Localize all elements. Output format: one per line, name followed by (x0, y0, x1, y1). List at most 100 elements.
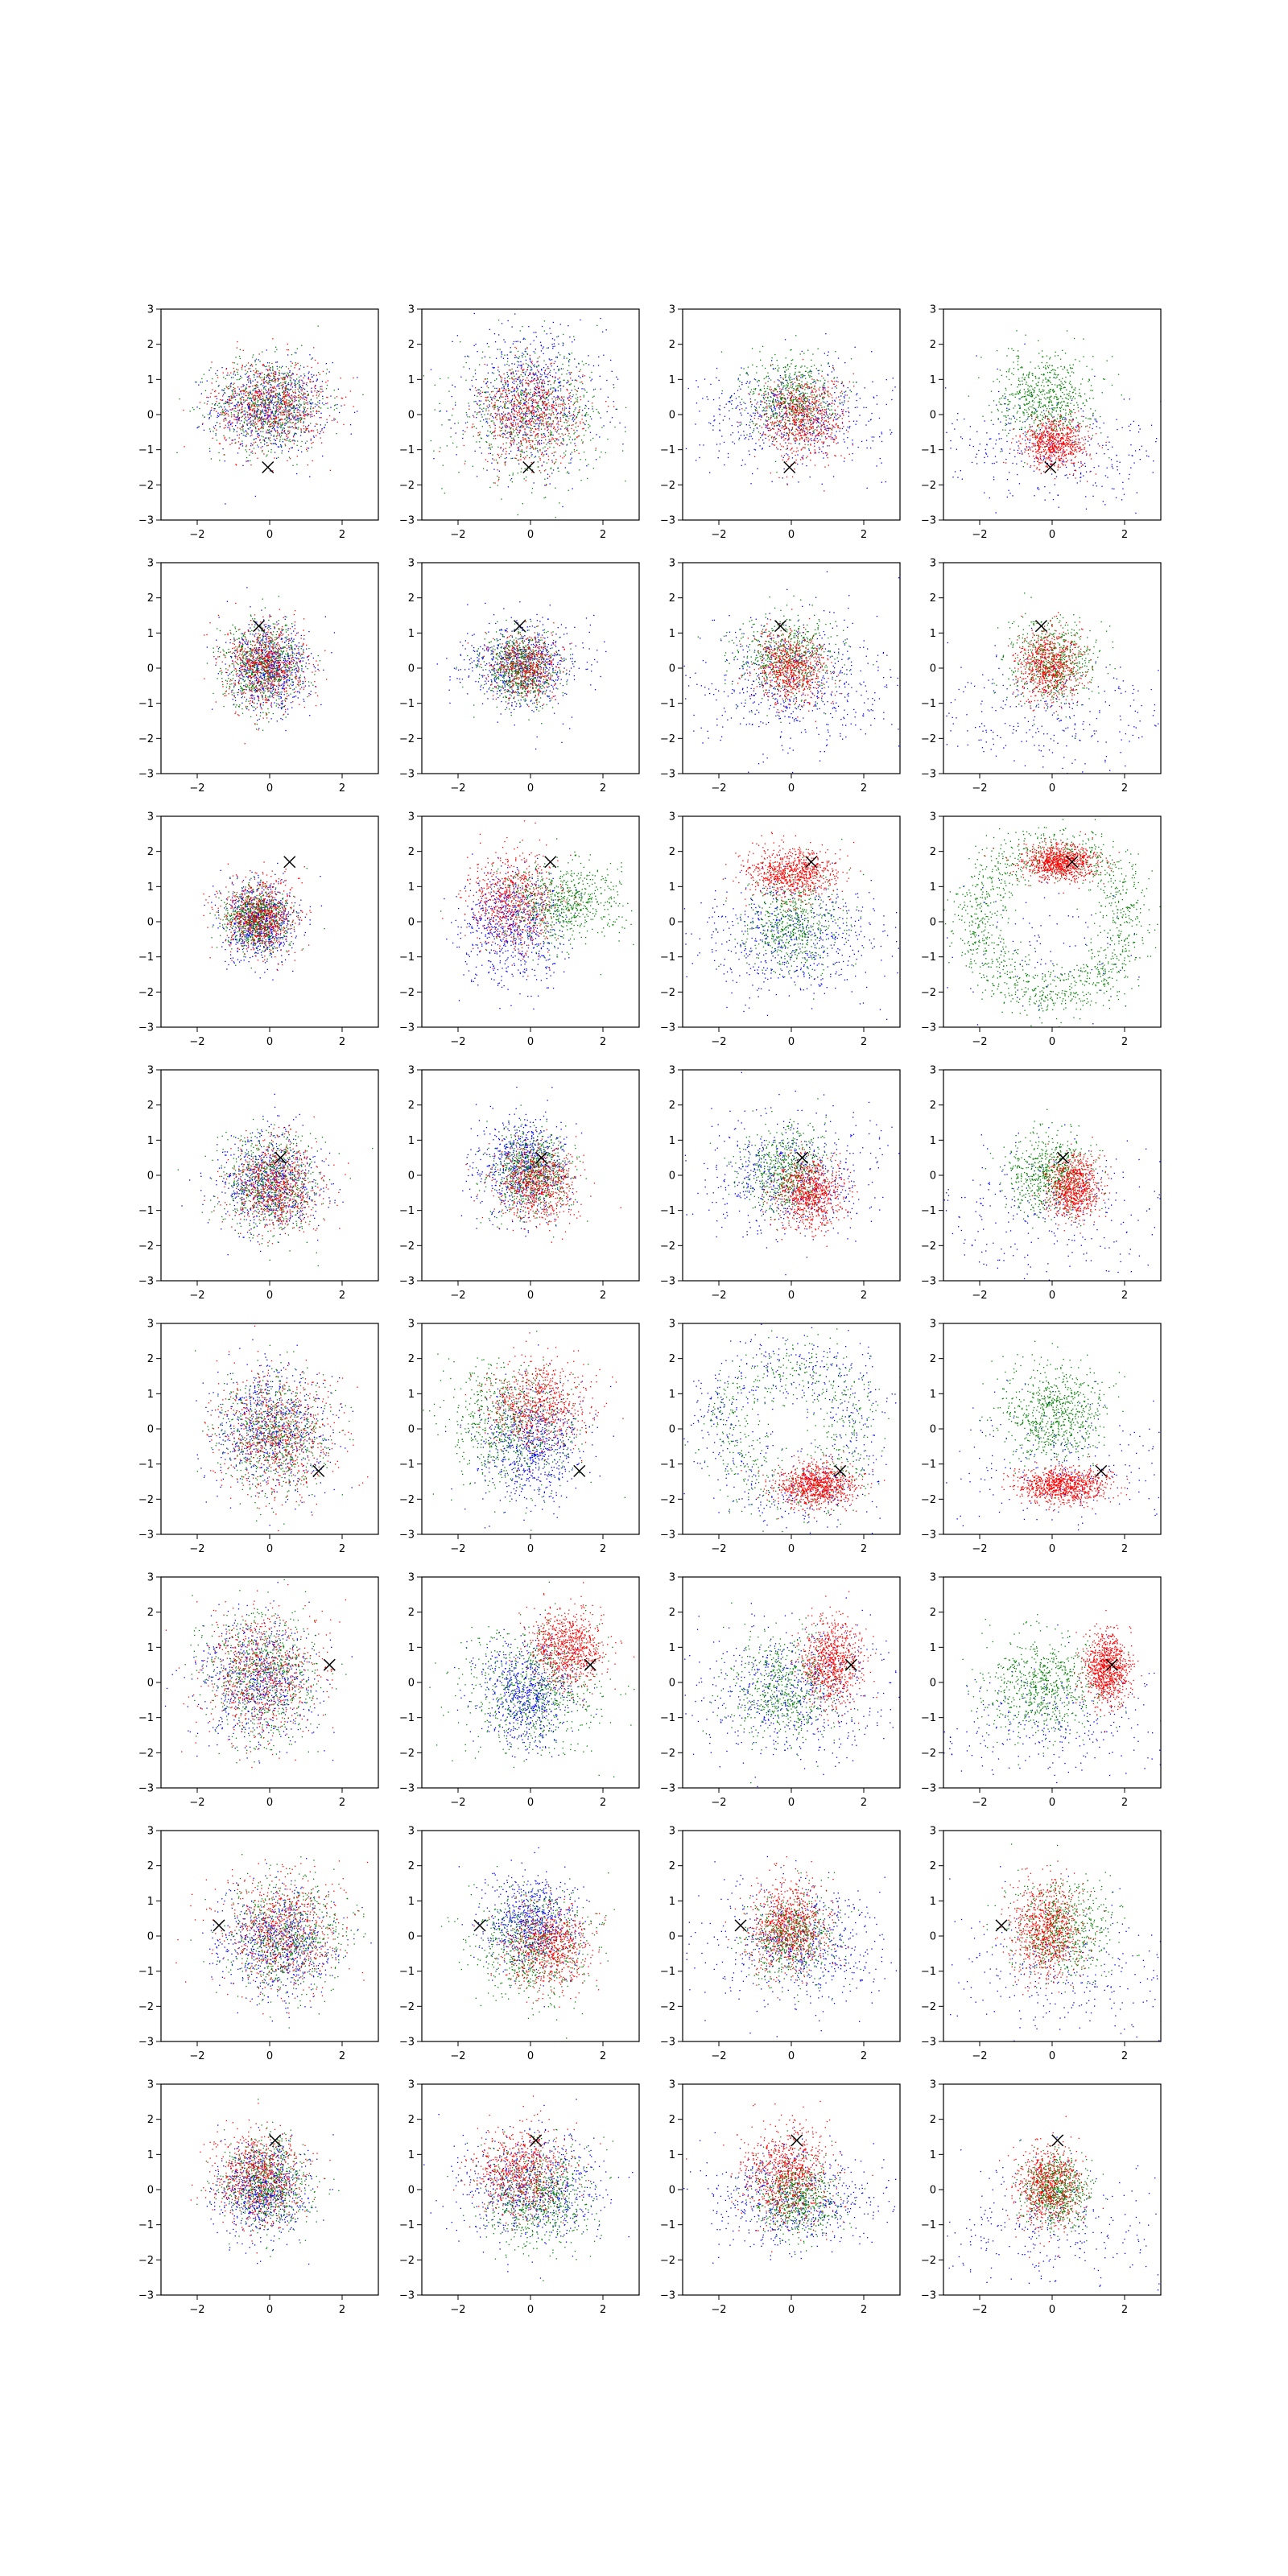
y-tick-label: 2 (147, 2114, 154, 2126)
y-tick-label: −1 (399, 1459, 415, 1471)
y-tick-label: 3 (930, 1319, 936, 1331)
y-tick-label: 2 (930, 1100, 936, 1112)
series-green-r6-c3 (703, 1603, 860, 1784)
y-tick-label: 2 (147, 1860, 154, 1872)
series-blue-r6-c2 (454, 1614, 597, 1760)
series-blue-r5-c3 (683, 1324, 900, 1534)
x-tick-label: 0 (266, 2304, 273, 2316)
y-tick-label: −3 (138, 2290, 154, 2302)
x-tick-label: 2 (1121, 1543, 1128, 1555)
y-tick-label: −1 (399, 1712, 415, 1724)
x-tick-label: 0 (527, 782, 534, 795)
x-tick-label: 2 (1121, 1036, 1128, 1048)
y-tick-label: 3 (147, 558, 154, 570)
y-tick-label: −1 (138, 698, 154, 710)
x-tick-label: −2 (711, 529, 726, 541)
series-blue-r8-c3 (683, 2127, 896, 2264)
y-tick-label: −2 (138, 2001, 154, 2013)
series-green-r1-c1 (176, 326, 363, 466)
y-tick-label: 0 (669, 917, 675, 929)
x-tick-label: 0 (1049, 1543, 1055, 1555)
y-tick-label: −3 (921, 1276, 936, 1288)
x-tick-label: 2 (1121, 1797, 1128, 1809)
y-tick-label: 0 (930, 917, 936, 929)
x-tick-label: 2 (1121, 2050, 1128, 2062)
x-tick-label: −2 (972, 1290, 987, 1302)
series-green-r2-c4 (993, 592, 1116, 738)
series-red-r7-c2 (474, 1886, 606, 2008)
y-tick-label: −3 (660, 1276, 675, 1288)
series-red-r4-c4 (1032, 1137, 1112, 1234)
x-tick-label: 0 (788, 1290, 795, 1302)
series-red-r5-c2 (465, 1332, 624, 1472)
y-tick-label: −1 (921, 1459, 936, 1471)
y-tick-label: 0 (669, 1424, 675, 1436)
y-tick-label: 3 (408, 558, 415, 570)
axes-frame-r1-c2 (422, 309, 639, 520)
y-tick-label: 2 (408, 846, 415, 858)
x-tick-label: −2 (450, 2304, 465, 2316)
x-tick-label: 0 (1049, 782, 1055, 795)
y-tick-label: 1 (408, 628, 415, 640)
x-tick-label: 2 (1121, 782, 1128, 795)
y-tick-label: −2 (399, 1748, 415, 1760)
y-tick-label: 3 (930, 1065, 936, 1077)
y-tick-label: −1 (921, 1205, 936, 1217)
y-tick-label: 1 (408, 1642, 415, 1654)
y-tick-label: 2 (408, 1100, 415, 1112)
series-blue-r4-c4 (944, 1125, 1162, 1282)
series-blue-r8-c2 (423, 2099, 633, 2278)
x-tick-label: 2 (339, 1036, 345, 1048)
y-tick-label: −2 (660, 1748, 675, 1760)
y-tick-label: 0 (408, 663, 415, 675)
y-tick-label: 1 (147, 1642, 154, 1654)
x-marker-r7-c2 (474, 1920, 485, 1931)
x-tick-label: −2 (711, 1543, 726, 1555)
y-tick-label: 1 (147, 1135, 154, 1147)
y-tick-label: 3 (669, 304, 675, 316)
y-tick-label: −3 (138, 2037, 154, 2049)
y-tick-label: −2 (399, 2001, 415, 2013)
y-tick-label: −3 (399, 2037, 415, 2049)
y-tick-label: 3 (408, 304, 415, 316)
y-tick-label: 0 (930, 2185, 936, 2197)
y-tick-label: −2 (921, 2255, 936, 2267)
x-tick-label: 0 (266, 782, 273, 795)
x-tick-label: 0 (527, 1797, 534, 1809)
y-tick-label: −2 (138, 1494, 154, 1506)
series-blue-r4-c2 (461, 1087, 582, 1236)
y-tick-label: −1 (138, 1966, 154, 1978)
x-tick-label: 0 (527, 1036, 534, 1048)
x-tick-label: −2 (711, 2304, 726, 2316)
y-tick-label: −2 (138, 2255, 154, 2267)
series-red-r4-c3 (762, 1141, 858, 1247)
axes-frame-r2-c1 (161, 563, 378, 774)
y-tick-label: 2 (408, 339, 415, 351)
y-tick-label: 0 (669, 1931, 675, 1943)
x-tick-label: −2 (189, 782, 204, 795)
y-tick-label: −1 (921, 444, 936, 456)
x-tick-label: −2 (450, 1290, 465, 1302)
y-tick-label: 1 (147, 1896, 154, 1908)
x-tick-label: 2 (600, 1036, 606, 1048)
y-tick-label: −3 (921, 1022, 936, 1034)
x-tick-label: 2 (339, 1797, 345, 1809)
series-red-r6-c4 (1074, 1610, 1142, 1732)
x-marker-r1-c3 (784, 462, 795, 473)
x-tick-label: 0 (1049, 2304, 1055, 2316)
y-tick-label: −3 (399, 1783, 415, 1795)
series-green-r8-c4 (1013, 2140, 1106, 2241)
x-tick-label: 0 (527, 529, 534, 541)
y-tick-label: 3 (147, 1572, 154, 1584)
